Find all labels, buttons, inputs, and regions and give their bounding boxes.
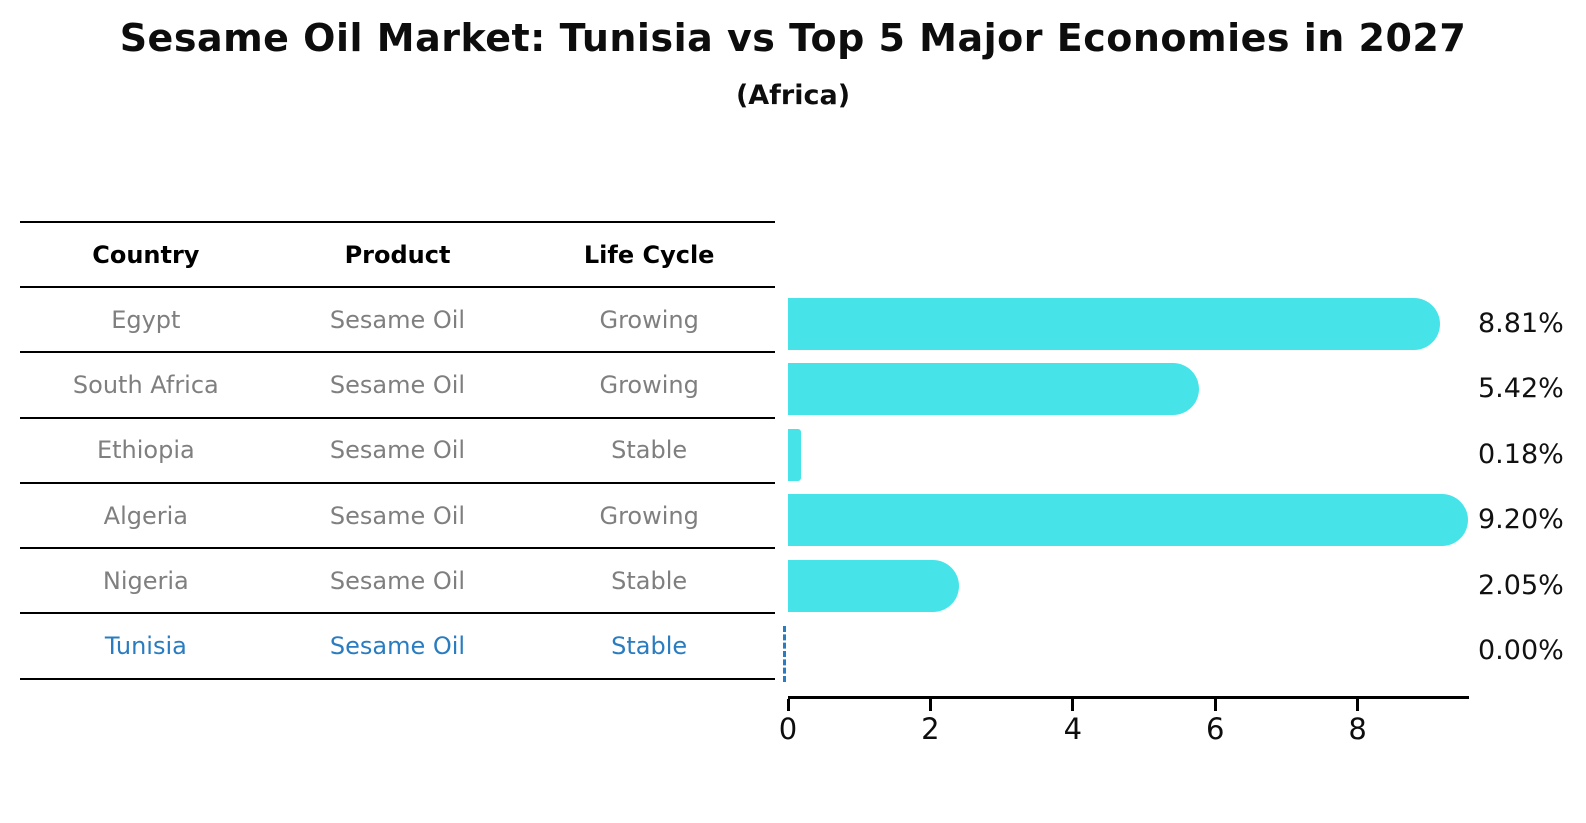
table-cell-product: Sesame Oil	[329, 436, 466, 465]
table-row: Nigeria Sesame Oil Stable	[20, 549, 775, 615]
table-cell-country: Nigeria	[102, 566, 189, 595]
x-axis-tick-label: 4	[1063, 712, 1083, 746]
bar-value-label: 5.42%	[1478, 373, 1564, 405]
x-axis-tick-label: 0	[778, 712, 798, 746]
table-header-row: Country Product Life Cycle	[20, 221, 775, 288]
table-row: Ethiopia Sesame Oil Stable	[20, 419, 775, 484]
x-axis-tick-label: 8	[1348, 712, 1367, 746]
table-cell-lifecycle: Growing	[599, 370, 699, 399]
bar-value-label: 2.05%	[1478, 569, 1564, 601]
comparison-table: Country Product Life Cycle Egypt Sesame O…	[20, 221, 775, 680]
x-axis-tick	[786, 699, 790, 711]
chart-subtitle: (Africa)	[735, 80, 851, 111]
x-axis-tick	[1356, 699, 1360, 711]
x-axis	[788, 696, 1469, 699]
table-cell-lifecycle: Stable	[611, 436, 688, 465]
bar-value-label: 0.00%	[1478, 635, 1564, 666]
table-cell-lifecycle: Stable	[611, 566, 688, 595]
bar-value-label: 9.20%	[1478, 504, 1564, 536]
bar-value-label: 0.18%	[1478, 438, 1564, 470]
bar-nigeria	[788, 559, 959, 612]
table-row: Algeria Sesame Oil Growing	[20, 484, 775, 550]
table-cell-product: Sesame Oil	[329, 305, 466, 334]
table-cell-country: Tunisia	[104, 632, 187, 661]
bar-ethiopia	[788, 428, 801, 481]
bar-egypt	[788, 298, 1441, 350]
bar-algeria	[788, 494, 1469, 547]
table-cell-lifecycle: Stable	[611, 632, 688, 661]
x-axis-tick	[1213, 699, 1217, 711]
table-cell-country: South Africa	[72, 370, 219, 399]
bar-south-africa	[788, 363, 1199, 416]
table-header-product: Product	[344, 240, 451, 269]
x-axis-tick-label: 2	[921, 712, 940, 746]
table-row: Egypt Sesame Oil Growing	[20, 288, 775, 354]
tunisia-zero-marker	[783, 626, 786, 682]
table-cell-product: Sesame Oil	[329, 370, 466, 399]
chart-title: Sesame Oil Market: Tunisia vs Top 5 Majo…	[119, 16, 1467, 60]
table-cell-product: Sesame Oil	[329, 501, 466, 530]
table-header-lifecycle: Life Cycle	[583, 240, 715, 269]
table-cell-country: Egypt	[111, 305, 181, 334]
x-axis-tick-label: 6	[1205, 712, 1225, 746]
table-cell-country: Algeria	[103, 501, 188, 530]
table-row: Tunisia Sesame Oil Stable	[20, 614, 775, 680]
bar-value-label: 8.81%	[1478, 308, 1564, 339]
table-row: South Africa Sesame Oil Growing	[20, 353, 775, 419]
table-cell-country: Ethiopia	[96, 436, 195, 465]
x-axis-tick	[928, 699, 932, 711]
table-cell-lifecycle: Growing	[599, 501, 699, 530]
table-cell-product: Sesame Oil	[329, 632, 466, 661]
table-cell-lifecycle: Growing	[599, 305, 699, 334]
table-body: Egypt Sesame Oil Growing South Africa Sesame…	[20, 288, 775, 680]
table-header-country: Country	[92, 240, 200, 269]
x-axis-tick	[1071, 699, 1075, 711]
table-cell-product: Sesame Oil	[329, 566, 466, 595]
